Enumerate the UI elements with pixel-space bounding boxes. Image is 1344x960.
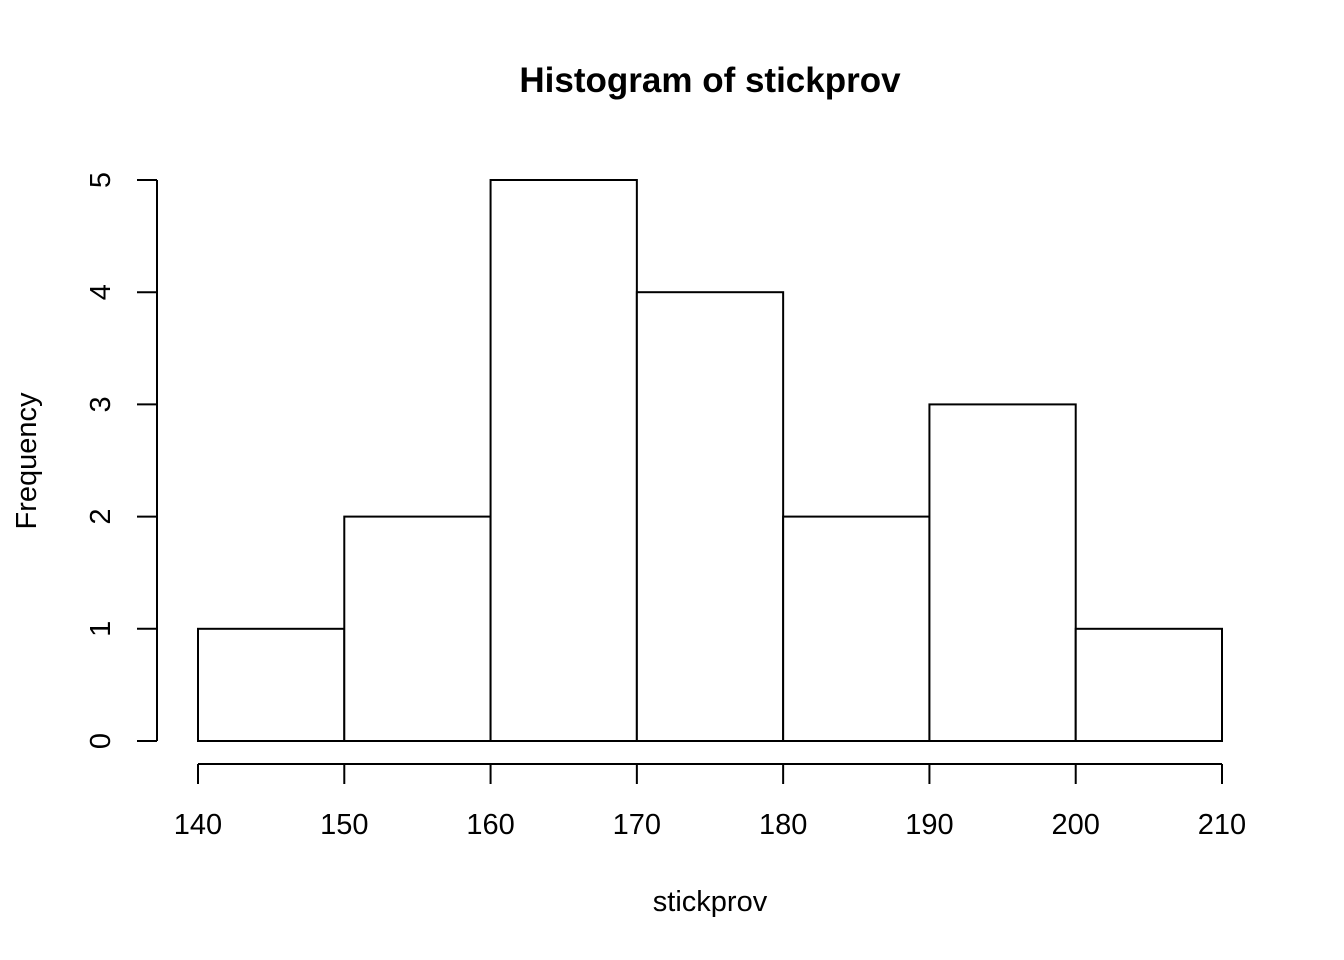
histogram-bar-180-190 [782, 515, 931, 742]
chart-title: Histogram of stickprov [519, 61, 901, 100]
histogram-bar-200-210 [1074, 627, 1223, 742]
x-tick-label-200: 200 [1052, 809, 1100, 841]
x-tick-label-210: 210 [1198, 809, 1246, 841]
x-tick-label-150: 150 [320, 809, 368, 841]
x-axis: 140 150 160 170 180 190 200 210 [174, 763, 1246, 841]
y-tick-label-5: 5 [85, 172, 117, 188]
x-tick-label-140: 140 [174, 809, 222, 841]
x-tick-label-180: 180 [759, 809, 807, 841]
histogram-bar-150-160 [343, 515, 492, 742]
bars-group [197, 179, 1223, 742]
x-tick-label-170: 170 [613, 809, 661, 841]
histogram-bar-140-150 [197, 627, 346, 742]
histogram-bar-170-180 [635, 291, 785, 742]
histogram-bar-160-170 [489, 179, 638, 742]
y-tick-label-4: 4 [85, 284, 117, 300]
x-axis-label: stickprov [653, 886, 768, 918]
y-axis-label: Frequency [11, 392, 43, 530]
x-tick-label-190: 190 [905, 809, 953, 841]
y-tick-label-2: 2 [85, 509, 117, 525]
y-tick-label-0: 0 [85, 733, 117, 749]
y-tick-label-3: 3 [85, 396, 117, 412]
y-axis: 0 1 2 3 4 5 [85, 172, 158, 749]
x-tick-label-160: 160 [466, 809, 514, 841]
y-tick-label-1: 1 [85, 621, 117, 637]
histogram-bar-190-200 [928, 403, 1077, 742]
